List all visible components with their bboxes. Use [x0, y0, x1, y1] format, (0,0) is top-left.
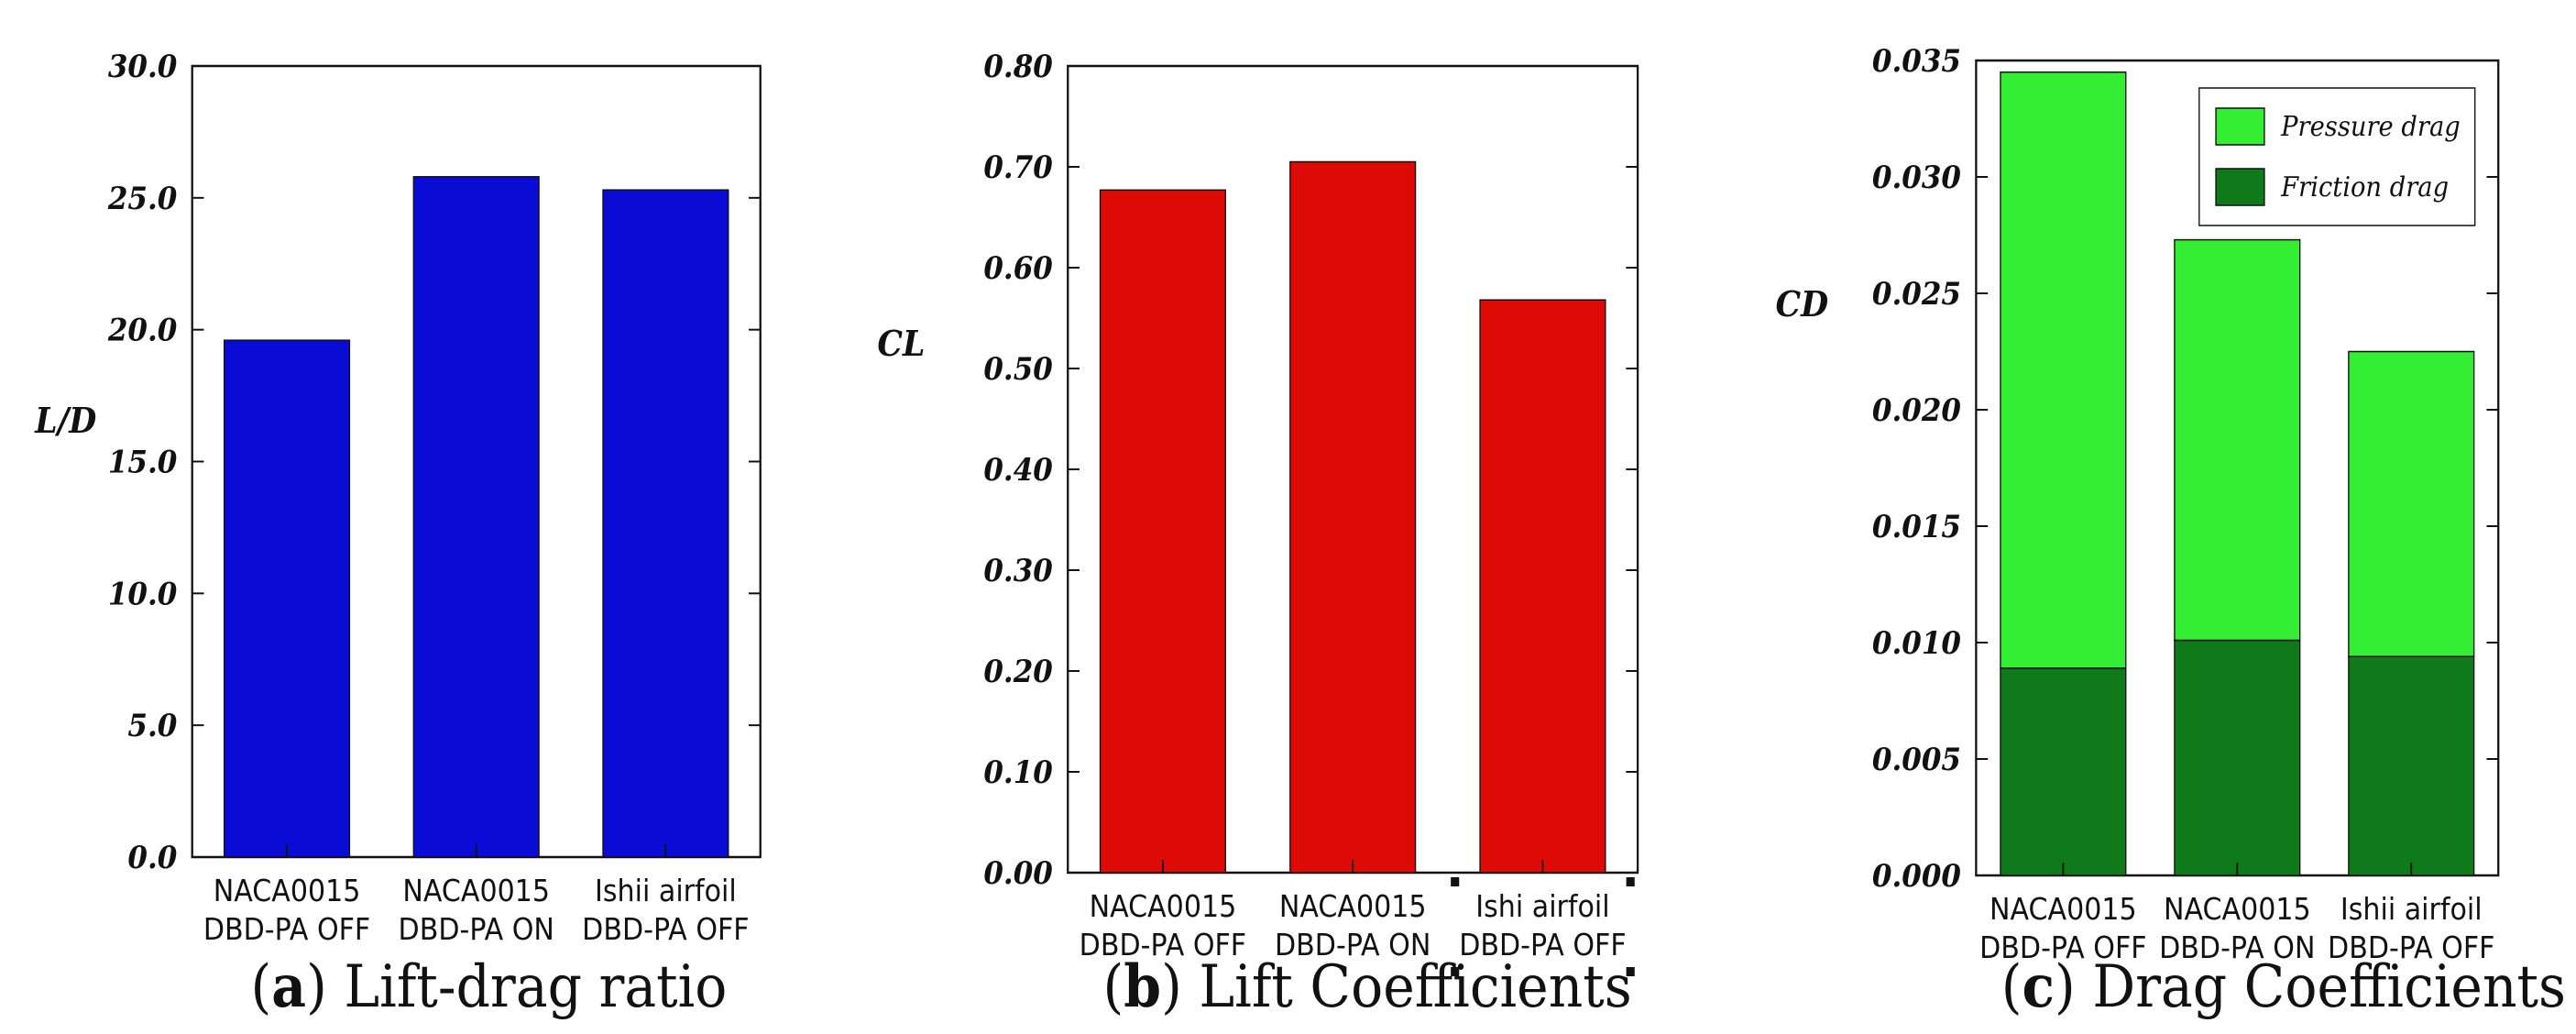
bar-friction-drag-2	[2174, 639, 2301, 876]
chart-c: 0.000 0.005 0.010 0.015 0.020 0.025 0.030 0.035…	[1776, 42, 2566, 1021]
bar-pressure-drag-2	[2174, 238, 2301, 642]
bar-friction-drag-3	[2348, 655, 2475, 876]
bar-1	[223, 339, 351, 858]
panel-caption: (a) Lift-drag ratio	[251, 952, 728, 1020]
bar-pressure-drag-3	[2348, 350, 2475, 657]
selection-handle	[1626, 877, 1635, 886]
y-tick-label: 0.60	[983, 249, 1053, 287]
caption-letter: c	[2022, 952, 2055, 1020]
x-category-label-line1: NACA0015	[1990, 893, 2137, 928]
y-tick-label: 20.0	[107, 311, 178, 348]
caption-text: Lift Coefficients	[1199, 952, 1631, 1020]
x-category-label-line2: DBD-PA OFF	[1080, 929, 1246, 963]
x-category-label-line2: DBD-PA OFF	[2328, 931, 2494, 966]
y-tick-label: 15.0	[108, 443, 178, 480]
bar-2	[412, 176, 540, 858]
x-category-label-line1: NACA0015	[402, 874, 550, 909]
legend-swatch	[2215, 168, 2265, 206]
caption-letter: a	[271, 952, 306, 1020]
y-tick-label: 0.80	[983, 48, 1053, 85]
x-category-label-line1: NACA0015	[1090, 890, 1237, 925]
y-tick-label: 30.0	[108, 48, 178, 85]
x-category-label-line1: Ishii airfoil	[595, 874, 737, 909]
y-tick-label: 5.0	[127, 707, 177, 744]
y-tick-label: 0.40	[983, 451, 1053, 489]
y-tick-label: 0.50	[983, 350, 1053, 388]
chart-a: 0.0 5.0 10.0 15.0 20.0 25.0 30.0 L/D NACA0015 DBD…	[34, 48, 762, 1021]
caption-text: Drag Coefficients	[2092, 952, 2566, 1020]
chart-b: 0.00 0.10 0.20 0.30 0.40 0.50 0.60 0.70 0.80 CL NA…	[877, 48, 1639, 1021]
x-category-label-line1: Ishii airfoil	[2340, 893, 2483, 928]
y-tick-label: 0.20	[983, 653, 1053, 690]
x-category-label-line2: DBD-PA OFF	[582, 913, 749, 948]
x-category-label-line2: DBD-PA ON	[1275, 929, 1431, 963]
y-tick-label: 0.015	[1872, 508, 1961, 545]
y-tick-label: 0.010	[1872, 624, 1961, 662]
y-tick-label: 0.030	[1872, 159, 1961, 196]
x-category-label-line2: DBD-PA OFF	[203, 913, 370, 948]
selection-handle	[1451, 967, 1460, 976]
y-tick-label: 0.00	[983, 854, 1053, 892]
panel-caption: (b) Lift Coefficients	[1103, 952, 1632, 1020]
x-category-label-line2: DBD-PA OFF	[1979, 931, 2146, 966]
y-tick-label: 0.005	[1872, 741, 1961, 778]
x-category-label-line1: Ishi airfoil	[1475, 890, 1609, 925]
y-tick-label: 0.0	[127, 839, 177, 876]
y-tick-label: 0.000	[1872, 857, 1961, 895]
y-tick-label: 0.035	[1872, 42, 1961, 80]
x-category-label-line2: DBD-PA ON	[2159, 931, 2315, 966]
x-category-label-line1: NACA0015	[2164, 893, 2311, 928]
x-category-label-line1: NACA0015	[214, 874, 361, 909]
bar-pressure-drag-1	[2000, 71, 2127, 669]
y-tick-label: 0.020	[1872, 391, 1961, 429]
y-axis-label: L/D	[34, 400, 96, 441]
bar-3	[1479, 299, 1606, 874]
x-category-label-line2: DBD-PA ON	[399, 913, 554, 948]
legend: Pressure drag Friction drag	[2198, 87, 2476, 226]
y-tick-label: 25.0	[107, 179, 178, 216]
y-tick-label: 0.025	[1872, 275, 1961, 313]
y-axis-label: CD	[1776, 283, 1829, 324]
selection-handle	[1451, 877, 1460, 886]
caption-letter: b	[1124, 952, 1161, 1020]
bar-3	[602, 189, 729, 858]
panel-caption: (c) Drag Coefficients	[2001, 952, 2566, 1020]
bar-2	[1289, 160, 1417, 874]
x-category-label-line2: DBD-PA OFF	[1459, 929, 1626, 963]
y-tick-label: 0.30	[983, 552, 1053, 589]
y-axis-label: CL	[877, 323, 925, 364]
legend-swatch	[2215, 107, 2265, 146]
legend-label: Pressure drag	[2280, 110, 2461, 143]
fit-wrapper: 0.05.010.015.020.025.030.0L/DNACA0015DBD…	[34, 42, 2566, 1021]
selection-handle	[1626, 967, 1635, 976]
y-tick-label: 0.70	[983, 148, 1053, 186]
bar-friction-drag-1	[2000, 667, 2127, 876]
y-tick-label: 0.10	[983, 754, 1053, 791]
caption-text: Lift-drag ratio	[344, 952, 727, 1020]
bar-1	[1099, 189, 1226, 874]
legend-label: Friction drag	[2280, 170, 2449, 204]
x-category-label-line1: NACA0015	[1279, 890, 1427, 925]
y-tick-label: 10.0	[108, 575, 178, 612]
